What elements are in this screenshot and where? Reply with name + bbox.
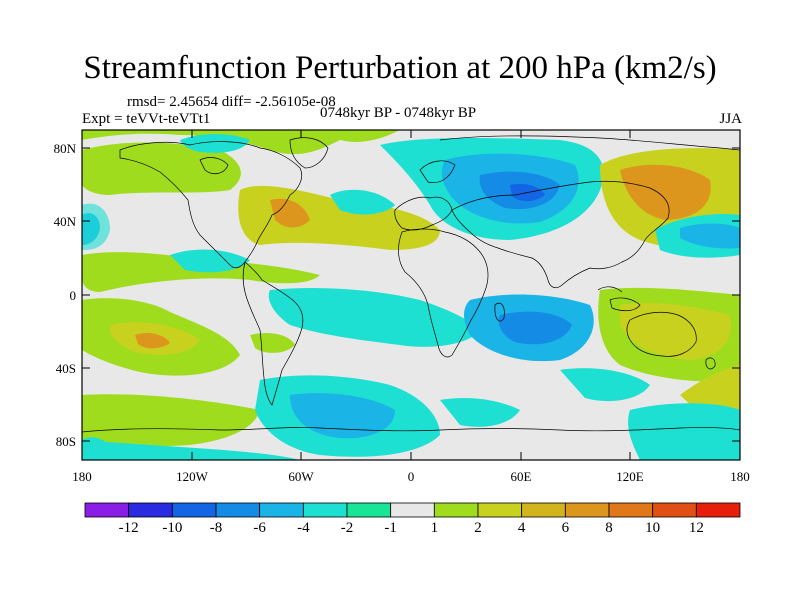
colorbar-label: 2 [474, 520, 482, 536]
lon-label: 0 [408, 469, 415, 484]
lon-label: 60E [511, 469, 532, 484]
streamfunction-contours [82, 130, 740, 460]
colorbar-swatch [259, 502, 304, 518]
colorbar: -12 -10 -8 -6 -4 -2 -1 1 2 4 6 8 10 12 [84, 502, 741, 536]
period-label: 0748kyr BP - 0748kyr BP [320, 105, 477, 121]
colorbar-label: 8 [605, 520, 613, 536]
colorbar-swatch [433, 502, 479, 518]
colorbar-label: -1 [384, 520, 397, 536]
lat-label: 80N [54, 141, 77, 156]
coastlines [82, 135, 740, 433]
season-label: JJA [719, 111, 742, 127]
longitude-labels: 180 120W 60W 0 60E 120E 180 [72, 469, 750, 484]
colorbar-swatch [302, 502, 348, 518]
lon-label: 180 [730, 469, 750, 484]
lat-label: 40N [54, 214, 77, 229]
colorbar-swatch [84, 502, 130, 518]
lon-label: 180 [72, 469, 92, 484]
colorbar-swatch [390, 502, 435, 518]
lon-label: 120E [616, 469, 644, 484]
colorbar-swatch [171, 502, 217, 518]
colorbar-label: 10 [645, 520, 660, 536]
colorbar-swatch [477, 502, 523, 518]
colorbar-label: -6 [253, 520, 266, 536]
colorbar-label: -2 [341, 520, 354, 536]
colorbar-label: 1 [431, 520, 439, 536]
lat-label: 0 [70, 288, 77, 303]
lat-label: 40S [56, 361, 76, 376]
plot-title: Streamfunction Perturbation at 200 hPa (… [83, 50, 717, 86]
lon-label: 120W [176, 469, 209, 484]
colorbar-swatch [608, 502, 654, 518]
colorbar-swatch [128, 502, 173, 518]
latitude-labels: 80N 40N 0 40S 80S [54, 141, 77, 449]
colorbar-swatch [564, 502, 610, 518]
colorbar-label: -4 [297, 520, 310, 536]
colorbar-label: -8 [210, 520, 223, 536]
colorbar-label: 6 [562, 520, 570, 536]
colorbar-swatch [521, 502, 566, 518]
colorbar-swatch [346, 502, 392, 518]
stats-text: rmsd= 2.45654 diff= -2.56105e-08 [127, 94, 336, 110]
colorbar-label: -12 [119, 520, 139, 536]
lon-label: 60W [288, 469, 314, 484]
axis-ticks [81, 130, 741, 460]
colorbar-label: -10 [162, 520, 182, 536]
colorbar-swatch [695, 502, 741, 518]
colorbar-label: 12 [689, 520, 704, 536]
lat-label: 80S [56, 434, 76, 449]
colorbar-swatch [215, 502, 261, 518]
colorbar-label: 4 [518, 520, 526, 536]
experiment-label: Expt = teVVt-teVTt1 [82, 111, 211, 127]
colorbar-swatch [652, 502, 697, 518]
